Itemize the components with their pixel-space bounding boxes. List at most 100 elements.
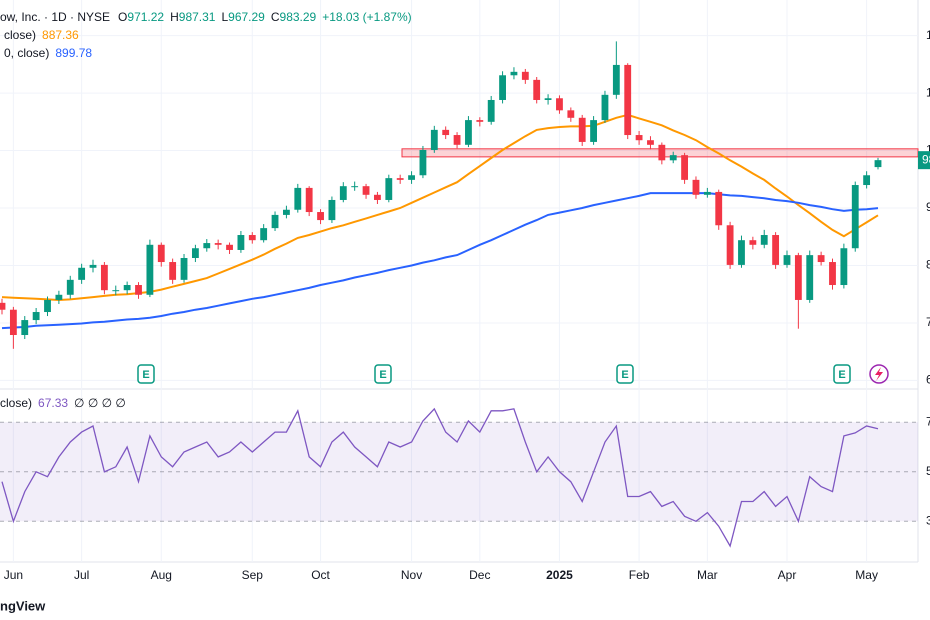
y-tick-label: 70 bbox=[926, 414, 930, 428]
candle-body bbox=[0, 302, 6, 310]
candle-body bbox=[78, 267, 86, 280]
legend-name: close) bbox=[4, 28, 36, 42]
candle-body bbox=[9, 309, 17, 336]
legend-value: 887.36 bbox=[42, 28, 79, 42]
candle-body bbox=[578, 117, 586, 142]
candle-body bbox=[465, 120, 472, 145]
y-tick-label: 1200 bbox=[926, 28, 930, 42]
ohlc-label: C bbox=[271, 10, 280, 24]
candle-body bbox=[533, 79, 541, 100]
candle-body bbox=[442, 129, 450, 136]
candle-body bbox=[32, 312, 40, 321]
x-tick-label: Nov bbox=[401, 568, 422, 582]
candle-body bbox=[783, 255, 791, 265]
candle-body bbox=[487, 99, 495, 122]
candle-body bbox=[817, 255, 825, 263]
earnings-marker[interactable]: E bbox=[137, 364, 155, 384]
candle-body bbox=[351, 186, 359, 188]
candle-body bbox=[749, 240, 757, 245]
x-tick-label: 2025 bbox=[546, 568, 573, 582]
earnings-letter: E bbox=[838, 369, 845, 381]
earnings-badge bbox=[616, 364, 634, 384]
y-tick-label: 1000 bbox=[926, 143, 930, 157]
candle-body bbox=[339, 186, 347, 200]
candle-body bbox=[21, 320, 29, 336]
candle-body bbox=[89, 264, 97, 268]
indicator-legend: 0, close) 899.78 bbox=[4, 46, 92, 60]
candle-body bbox=[851, 185, 859, 249]
candle-body bbox=[624, 64, 632, 136]
candle-body bbox=[829, 262, 836, 286]
y-tick-label: 50 bbox=[926, 464, 930, 478]
y-tick-label: 600 bbox=[926, 373, 930, 387]
earnings-letter: E bbox=[621, 369, 628, 381]
candle-body bbox=[226, 244, 233, 250]
candle-body bbox=[248, 235, 256, 241]
candle-body bbox=[283, 209, 290, 215]
candle-body bbox=[772, 235, 780, 265]
x-tick-label: Apr bbox=[778, 568, 797, 582]
earnings-marker[interactable]: E bbox=[616, 364, 634, 384]
candle-body bbox=[840, 248, 848, 286]
y-tick-label: 900 bbox=[926, 200, 930, 214]
candle-body bbox=[305, 187, 313, 213]
candle-body bbox=[430, 129, 438, 150]
candle-body bbox=[681, 155, 689, 180]
candle-body bbox=[328, 199, 336, 221]
candle-body bbox=[362, 186, 370, 195]
price-change: +18.03 (+1.87%) bbox=[322, 10, 411, 24]
x-tick-label: Jun bbox=[4, 568, 23, 582]
candle-body bbox=[590, 120, 597, 142]
candle-body bbox=[601, 94, 609, 121]
candle-body bbox=[647, 140, 654, 145]
candle-body bbox=[863, 175, 871, 186]
grid-layer bbox=[0, 0, 918, 562]
x-tick-label: Dec bbox=[469, 568, 490, 582]
candle-body bbox=[271, 214, 279, 229]
ohlc-value: 971.22 bbox=[127, 10, 164, 24]
earnings-marker[interactable]: E bbox=[833, 364, 851, 384]
icon-bolt bbox=[875, 367, 883, 381]
earnings-marker[interactable]: E bbox=[374, 364, 392, 384]
candle-body bbox=[317, 212, 324, 221]
ohlc-label: L bbox=[221, 10, 228, 24]
candle-body bbox=[556, 98, 563, 111]
candle-body bbox=[169, 262, 177, 280]
candle-body bbox=[203, 243, 211, 249]
indicator-legend: close) 67.33 ∅ ∅ ∅ ∅ bbox=[0, 396, 126, 410]
candle-body bbox=[260, 228, 268, 241]
candle-body bbox=[135, 285, 142, 295]
x-tick-label: Oct bbox=[311, 568, 330, 582]
candle-body bbox=[544, 98, 552, 100]
ohlc-value: 983.29 bbox=[280, 10, 317, 24]
earnings-badge bbox=[833, 364, 851, 384]
candle-body bbox=[726, 225, 734, 265]
legend-value: 899.78 bbox=[55, 46, 92, 60]
candle-body bbox=[157, 244, 165, 263]
candle-body bbox=[123, 285, 131, 291]
candle-body bbox=[521, 71, 529, 80]
icon-circle bbox=[869, 364, 889, 384]
ohlc-value: 987.31 bbox=[179, 10, 216, 24]
last-price-label: 983.29 bbox=[922, 152, 930, 166]
legend-name: close) bbox=[0, 396, 32, 410]
ohlc-value: 967.29 bbox=[228, 10, 265, 24]
candle-body bbox=[214, 243, 222, 245]
earnings-letter: E bbox=[142, 369, 149, 381]
candle-body bbox=[66, 279, 74, 295]
x-tick-label: Mar bbox=[697, 568, 718, 582]
candle-body bbox=[55, 294, 63, 300]
earnings-letter: E bbox=[379, 369, 386, 381]
candle-body bbox=[385, 178, 393, 200]
candle-body bbox=[237, 235, 245, 250]
candle-body bbox=[806, 255, 814, 300]
candle-body bbox=[510, 71, 518, 76]
moving-average-line bbox=[1, 192, 879, 330]
candle-body bbox=[499, 75, 506, 100]
candle-body bbox=[874, 160, 882, 168]
x-tick-label: Sep bbox=[242, 568, 264, 582]
y-tick-label: 30 bbox=[926, 513, 930, 527]
x-tick-label: Feb bbox=[629, 568, 650, 582]
last-price-tag bbox=[918, 151, 930, 170]
